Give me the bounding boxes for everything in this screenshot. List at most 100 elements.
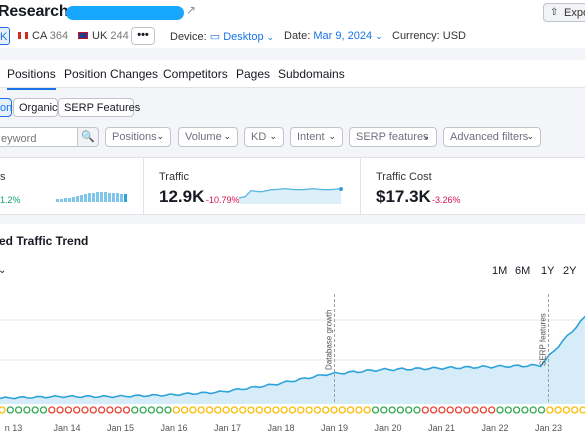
sparkline-bar: [96, 192, 99, 202]
chevron-down-icon: ⌄: [269, 131, 277, 141]
chevron-down-icon: ⌄: [375, 31, 383, 41]
kd-filter[interactable]: KD ⌄: [244, 127, 284, 147]
event-marker: [147, 406, 156, 414]
event-marker: [189, 406, 197, 414]
event-marker: [239, 406, 247, 414]
tab-positions[interactable]: Positions: [7, 67, 56, 90]
event-marker: [371, 406, 380, 414]
event-marker: [562, 406, 571, 414]
page-title: Research:: [0, 3, 74, 20]
sparkline-bar: [64, 198, 67, 202]
event-marker: [297, 406, 305, 414]
traffic-trend-chart: Database growth SERP features n 13 Jan 14 J…: [0, 294, 585, 433]
tab-position-changes[interactable]: Position Changes: [64, 67, 159, 81]
tab-pages[interactable]: Pages: [236, 67, 271, 81]
tab-competitors[interactable]: Competitors: [163, 67, 228, 81]
subtab-serp-features[interactable]: SERP Features: [58, 98, 140, 117]
event-marker: [554, 406, 562, 414]
event-marker: [313, 406, 322, 414]
event-marker: [330, 406, 338, 414]
x-tick-label: Jan 23: [535, 423, 562, 433]
db-chip-ca[interactable]: CA 364: [18, 27, 68, 45]
x-tick-label: Jan 19: [321, 423, 348, 433]
advanced-filters[interactable]: Advanced filters ⌄: [443, 127, 541, 147]
keywords-bar-sparkline: [56, 192, 127, 202]
sparkline-bar: [108, 193, 111, 202]
event-marker: [521, 406, 529, 414]
range-1y[interactable]: 1Y: [541, 265, 555, 277]
event-marker: [529, 406, 537, 414]
currency-label: Currency:: [392, 30, 440, 42]
event-marker: [156, 406, 164, 414]
traffic-cost-value: $17.3K: [376, 187, 431, 206]
export-icon: ⇧: [550, 7, 559, 18]
divider: [360, 158, 361, 214]
event-marker: [73, 406, 81, 414]
db-chip-selected[interactable]: K: [0, 27, 10, 45]
event-marker: [230, 406, 239, 414]
event-marker: [496, 406, 504, 414]
event-marker: [388, 406, 396, 414]
event-marker: [288, 406, 297, 414]
event-marker: [263, 406, 272, 414]
subtab-organic[interactable]: Organic: [13, 98, 58, 117]
keywords-change: 1.2%: [0, 195, 21, 205]
event-marker: [89, 406, 97, 414]
main-tabs: Positions Position Changes Competitors P…: [0, 60, 585, 90]
event-marker: [579, 406, 585, 414]
db-count: 364: [49, 30, 69, 42]
x-tick-label: Jan 20: [374, 423, 401, 433]
event-marker: [6, 406, 14, 414]
event-marker: [338, 406, 346, 414]
sparkline-bar: [112, 193, 115, 202]
sparkline-bar: [104, 192, 107, 202]
x-tick-label: Jan 16: [160, 423, 187, 433]
event-marker: [454, 406, 463, 414]
chevron-down-icon: ⌄: [422, 131, 430, 141]
db-count: 244: [110, 30, 129, 42]
export-button[interactable]: ⇧ Expo: [543, 3, 585, 22]
divider: [143, 158, 144, 214]
traffic-cost-change: -3.26%: [432, 195, 461, 205]
event-marker: [81, 406, 89, 414]
more-databases-button[interactable]: •••: [131, 27, 155, 45]
event-marker: [272, 406, 280, 414]
event-marker: [463, 406, 471, 414]
event-marker: [446, 406, 454, 414]
date-selector[interactable]: Date: Mar 9, 2024 ⌄: [284, 30, 383, 42]
range-6m[interactable]: 6M: [515, 265, 531, 277]
filter-label: SERP features: [356, 131, 429, 143]
serp-features-filter[interactable]: SERP features ⌄: [349, 127, 437, 147]
chevron-down-icon: ⌄: [156, 131, 164, 141]
intent-filter[interactable]: Intent ⌄: [290, 127, 343, 147]
export-label: Expo: [564, 7, 585, 19]
event-marker: [438, 406, 446, 414]
keyword-search-input[interactable]: [0, 127, 78, 147]
trend-selector[interactable]: ⌄: [0, 265, 6, 276]
subtab-positions[interactable]: ons: [0, 98, 18, 117]
positions-filter[interactable]: Positions ⌄: [105, 127, 171, 147]
uk-flag-icon: [78, 31, 88, 39]
x-tick-label: Jan 18: [267, 423, 294, 433]
db-chip-uk[interactable]: UK 244: [78, 27, 129, 45]
event-marker: [164, 406, 172, 414]
search-button[interactable]: 🔍: [77, 127, 99, 147]
trend-title: ed Traffic Trend: [0, 234, 89, 248]
volume-filter[interactable]: Volume ⌄: [178, 127, 238, 147]
event-marker: [537, 406, 546, 414]
currency-display: Currency: USD: [392, 30, 466, 42]
sparkline-bar: [72, 197, 75, 202]
sparkline-bar: [116, 193, 119, 202]
event-marker: [106, 406, 114, 414]
event-marker: [23, 406, 31, 414]
traffic-cost-label: Traffic Cost: [376, 171, 432, 183]
tab-subdomains[interactable]: Subdomains: [278, 67, 345, 81]
event-marker: [405, 406, 413, 414]
range-2y[interactable]: 2Y: [563, 265, 577, 277]
external-link-icon[interactable]: ↗: [186, 3, 197, 17]
device-selector[interactable]: Device: ▭ Desktop ⌄: [170, 30, 274, 43]
event-marker: [97, 406, 106, 414]
date-label: Date:: [284, 30, 311, 42]
event-marker: [429, 406, 438, 414]
range-1m[interactable]: 1M: [492, 265, 508, 277]
